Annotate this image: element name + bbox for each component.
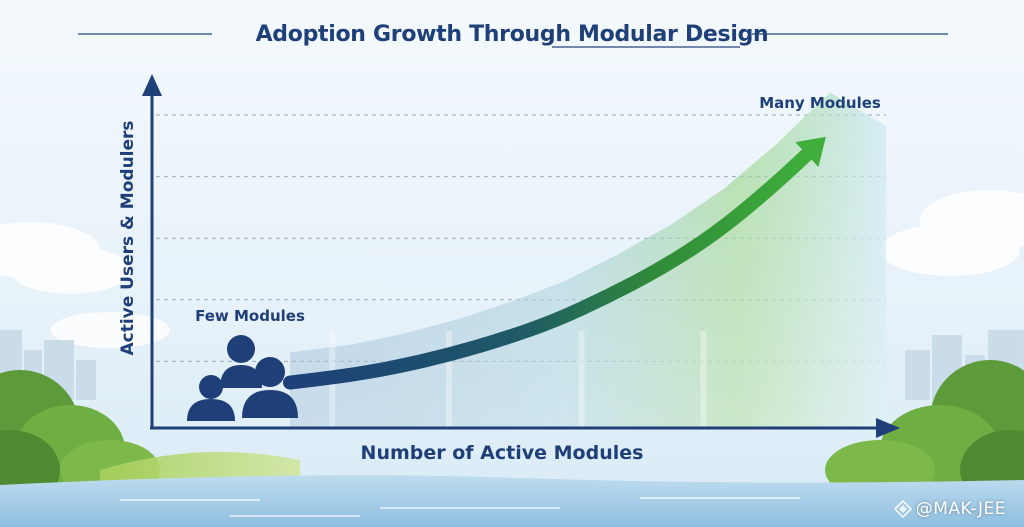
water-ripples xyxy=(120,497,800,517)
chart-title: Adoption Growth Through Modular Design xyxy=(255,21,769,47)
water xyxy=(0,475,1024,527)
y-axis-arrowhead xyxy=(142,74,162,96)
series-line-adoption xyxy=(283,147,814,390)
y-axis-label: Active Users & Modulers xyxy=(118,120,138,355)
annotation-end: Many Modules xyxy=(759,94,881,112)
annotation-start: Few Modules xyxy=(195,307,305,325)
people-icon xyxy=(187,335,298,421)
clouds xyxy=(0,190,1024,348)
watermark-text: @MAK-JEE xyxy=(915,499,1006,519)
diamond-logo-icon xyxy=(893,500,912,518)
axes xyxy=(142,74,900,438)
x-axis-label: Number of Active Modules xyxy=(361,442,644,464)
title-rules xyxy=(78,33,948,48)
x-axis-arrowhead xyxy=(876,418,900,438)
chart-title-wrap: Adoption Growth Through Modular Design xyxy=(0,14,1024,54)
series-arrowhead xyxy=(795,136,826,168)
watermark: @MAK-JEE xyxy=(893,499,1006,519)
area-fade xyxy=(290,92,886,428)
